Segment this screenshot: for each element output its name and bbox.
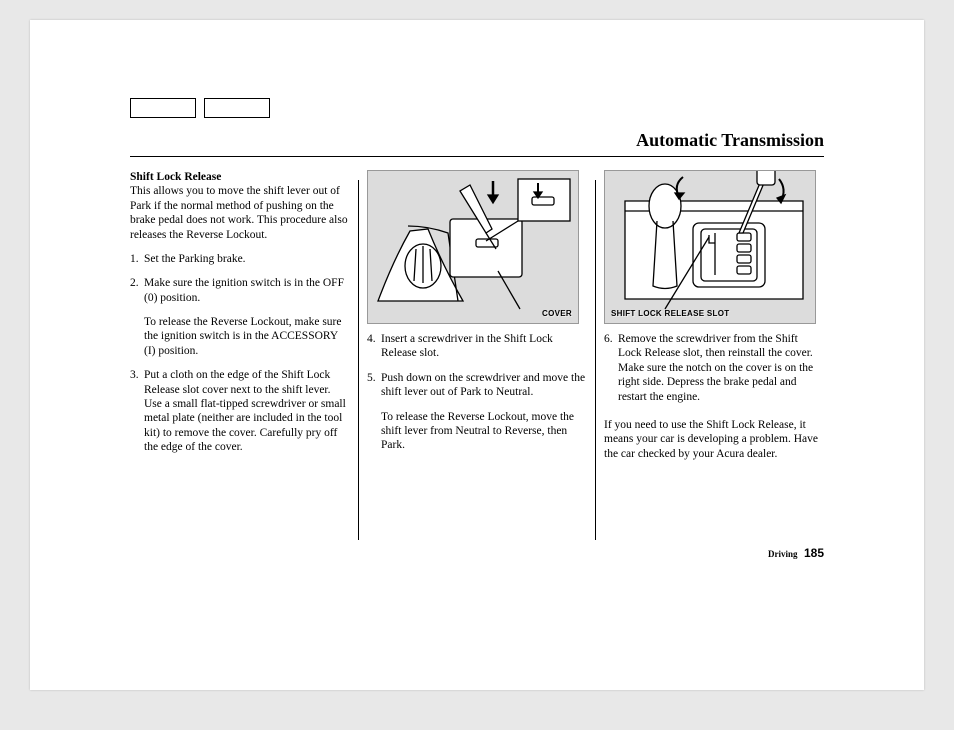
step-body: Push down on the screwdriver and move th…: [381, 371, 587, 453]
footer-section: Driving: [768, 549, 798, 559]
title-rule: [130, 156, 824, 157]
step-sub: To release the Reverse Lockout, move the…: [381, 410, 587, 453]
step-body: Insert a screwdriver in the Shift Lock R…: [381, 332, 587, 361]
step-body: Put a cloth on the edge of the Shift Loc…: [144, 368, 350, 454]
footer-page-number: 185: [804, 546, 824, 560]
content-area: Shift Lock Release This allows you to mo…: [130, 170, 824, 540]
header-box-1: [130, 98, 196, 118]
step-number: 3.: [130, 368, 144, 454]
step-number: 2.: [130, 276, 144, 358]
step-5: 5. Push down on the screwdriver and move…: [367, 371, 587, 453]
intro-block: Shift Lock Release This allows you to mo…: [130, 170, 350, 242]
cover-illustration-icon: [368, 171, 578, 323]
step-number: 4.: [367, 332, 381, 361]
header-boxes: [130, 98, 270, 118]
figure-caption: SHIFT LOCK RELEASE SLOT: [611, 309, 729, 319]
column-1: Shift Lock Release This allows you to mo…: [130, 170, 358, 540]
step-body: Set the Parking brake.: [144, 252, 350, 266]
column-3: SHIFT LOCK RELEASE SLOT 6. Remove the sc…: [596, 170, 824, 540]
step-number: 5.: [367, 371, 381, 453]
slot-illustration-icon: [605, 171, 815, 323]
step-1: 1. Set the Parking brake.: [130, 252, 350, 266]
step-number: 1.: [130, 252, 144, 266]
step-text: Make sure the ignition switch is in the …: [144, 277, 344, 303]
column-2: COVER 4. Insert a screwdriver in the Shi…: [359, 170, 595, 540]
page: Automatic Transmission Shift Lock Releas…: [30, 20, 924, 690]
step-4: 4. Insert a screwdriver in the Shift Loc…: [367, 332, 587, 361]
figure-caption: COVER: [542, 309, 572, 319]
step-body: Remove the screwdriver from the Shift Lo…: [618, 332, 824, 404]
step-body: Make sure the ignition switch is in the …: [144, 276, 350, 358]
step-6: 6. Remove the screwdriver from the Shift…: [604, 332, 824, 404]
figure-slot: SHIFT LOCK RELEASE SLOT: [604, 170, 816, 324]
page-title: Automatic Transmission: [636, 130, 824, 151]
intro-text: This allows you to move the shift lever …: [130, 185, 348, 240]
subheading: Shift Lock Release: [130, 170, 350, 184]
step-sub: To release the Reverse Lockout, make sur…: [144, 315, 350, 358]
step-2: 2. Make sure the ignition switch is in t…: [130, 276, 350, 358]
step-text: Push down on the screwdriver and move th…: [381, 372, 585, 398]
step-number: 6.: [604, 332, 618, 404]
figure-cover: COVER: [367, 170, 579, 324]
header-box-2: [204, 98, 270, 118]
page-footer: Driving 185: [768, 546, 824, 560]
closing-paragraph: If you need to use the Shift Lock Releas…: [604, 418, 824, 461]
step-3: 3. Put a cloth on the edge of the Shift …: [130, 368, 350, 454]
